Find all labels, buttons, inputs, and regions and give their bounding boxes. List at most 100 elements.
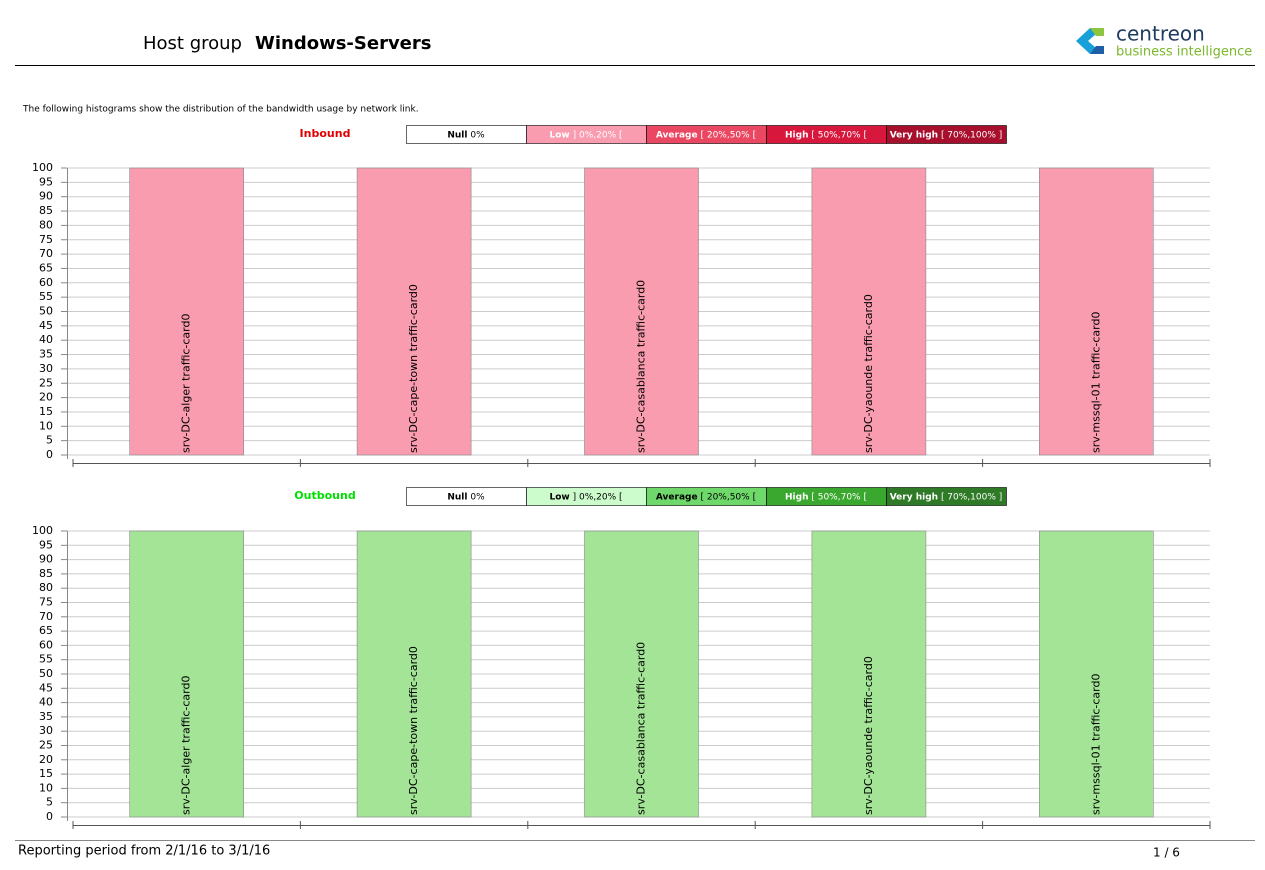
y-tick-label: 55: [39, 653, 53, 666]
legend-range: [ 20%,50% [: [700, 130, 756, 140]
legend-label: High [ 50%,70% [: [785, 130, 867, 140]
category-label: srv-DC-alger traffic-card0: [180, 314, 193, 453]
legend-range: 0%: [470, 130, 485, 140]
y-tick-label: 5: [46, 796, 53, 809]
y-tick-label: 40: [39, 333, 53, 346]
y-tick-label: 70: [39, 247, 53, 260]
intro-text: The following histograms show the distri…: [22, 105, 419, 115]
legend-name: Low: [550, 492, 570, 502]
category-label: srv-DC-casablanca traffic-card0: [635, 642, 648, 815]
y-tick-label: 45: [39, 319, 53, 332]
header-name: Windows-Servers: [255, 33, 431, 54]
y-tick-label: 5: [46, 434, 53, 447]
legend-label: Null 0%: [447, 130, 485, 140]
bar: [356, 530, 472, 818]
logo-icon: [1076, 28, 1104, 54]
logo-subtitle: business intelligence: [1116, 45, 1252, 60]
y-tick-label: 100: [32, 524, 53, 537]
y-tick-label: 100: [32, 161, 53, 174]
legend-name: High: [785, 492, 808, 502]
bar: [1039, 530, 1154, 818]
category-label: srv-DC-casablanca traffic-card0: [635, 280, 648, 453]
legend-label: Null 0%: [447, 492, 485, 502]
y-tick-label: 75: [39, 596, 53, 609]
category-label: srv-DC-cape-town traffic-card0: [407, 284, 420, 453]
bar: [129, 167, 244, 456]
y-tick-label: 70: [39, 610, 53, 623]
y-tick-label: 65: [39, 624, 53, 637]
legend-swatch: [886, 487, 1007, 506]
y-tick-label: 30: [39, 362, 53, 375]
legend-name: High: [785, 130, 808, 140]
y-tick-label: 85: [39, 567, 53, 580]
y-tick-label: 20: [39, 753, 53, 766]
category-label: srv-DC-yaounde traffic-card0: [862, 294, 875, 453]
legend-range: 0%: [470, 492, 485, 502]
legend-name: Null: [447, 130, 467, 140]
legend-range: [ 70%,100% ]: [941, 492, 1002, 502]
y-tick-label: 95: [39, 175, 53, 188]
legend-name: Very high: [890, 492, 938, 502]
category-label: srv-mssql-01 traffic-card0: [1089, 674, 1102, 815]
y-tick-label: 45: [39, 681, 53, 694]
legend-range: ] 0%,20% [: [573, 492, 623, 502]
category-label: srv-DC-alger traffic-card0: [180, 676, 193, 815]
legend-label: Low ] 0%,20% [: [550, 130, 623, 140]
y-tick-label: 85: [39, 204, 53, 217]
bar: [811, 167, 927, 456]
legend-range: ] 0%,20% [: [573, 130, 623, 140]
y-tick-label: 35: [39, 710, 53, 723]
bar: [584, 530, 699, 818]
y-tick-label: 50: [39, 667, 53, 680]
category-label: srv-mssql-01 traffic-card0: [1089, 312, 1102, 453]
chart-title: Outbound: [294, 489, 355, 502]
chart-title: Inbound: [300, 127, 351, 140]
y-tick-label: 10: [39, 781, 53, 794]
legend-swatch: [886, 125, 1007, 144]
y-tick-label: 0: [46, 810, 53, 823]
y-tick-label: 0: [46, 448, 53, 461]
footer-page: 1 / 6: [1153, 846, 1180, 860]
y-tick-label: 25: [39, 739, 53, 752]
y-tick-label: 75: [39, 233, 53, 246]
logo-name: centreon: [1116, 22, 1205, 46]
y-tick-label: 65: [39, 261, 53, 274]
bar: [811, 530, 927, 818]
category-label: srv-DC-yaounde traffic-card0: [862, 656, 875, 815]
y-tick-label: 60: [39, 276, 53, 289]
bar: [129, 530, 244, 818]
legend-label: Very high [ 70%,100% ]: [890, 492, 1003, 502]
legend-range: [ 50%,70% [: [811, 130, 867, 140]
y-tick-label: 55: [39, 290, 53, 303]
y-tick-label: 35: [39, 348, 53, 361]
y-tick-label: 15: [39, 767, 53, 780]
y-tick-label: 40: [39, 696, 53, 709]
legend-name: Average: [656, 130, 698, 140]
y-tick-label: 90: [39, 553, 53, 566]
footer-period: Reporting period from 2/1/16 to 3/1/16: [18, 844, 270, 859]
legend-label: Average [ 20%,50% [: [656, 492, 756, 502]
y-tick-label: 20: [39, 391, 53, 404]
y-tick-label: 80: [39, 581, 53, 594]
legend-range: [ 50%,70% [: [811, 492, 867, 502]
bar: [356, 167, 472, 456]
legend-range: [ 70%,100% ]: [941, 130, 1002, 140]
legend-label: High [ 50%,70% [: [785, 492, 867, 502]
legend-label: Very high [ 70%,100% ]: [890, 130, 1003, 140]
y-tick-label: 80: [39, 218, 53, 231]
y-tick-label: 90: [39, 190, 53, 203]
header-prefix: Host group: [143, 33, 242, 54]
legend-name: Very high: [890, 130, 938, 140]
y-tick-label: 25: [39, 376, 53, 389]
y-tick-label: 30: [39, 724, 53, 737]
y-tick-label: 60: [39, 638, 53, 651]
category-label: srv-DC-cape-town traffic-card0: [407, 646, 420, 815]
legend-label: Low ] 0%,20% [: [550, 492, 623, 502]
bar: [1039, 167, 1154, 456]
y-tick-label: 10: [39, 419, 53, 432]
legend-name: Low: [550, 130, 570, 140]
legend-label: Average [ 20%,50% [: [656, 130, 756, 140]
y-tick-label: 95: [39, 538, 53, 551]
y-tick-label: 15: [39, 405, 53, 418]
